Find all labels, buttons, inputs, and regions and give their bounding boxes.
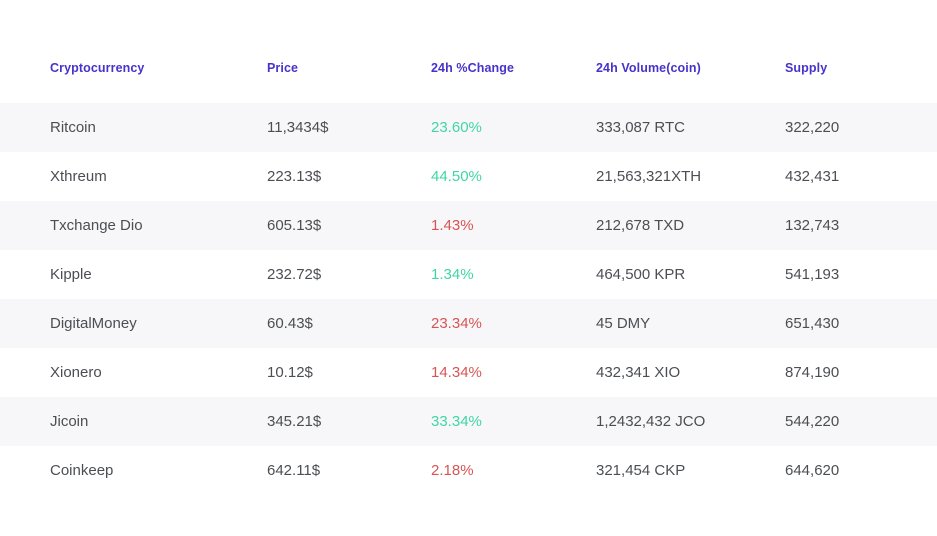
cell-supply: 322,220: [785, 119, 840, 136]
column-header-cryptocurrency: Cryptocurrency: [50, 61, 145, 75]
cell-supply: 132,743: [785, 217, 840, 234]
column-header-24h-volume: 24h Volume(coin): [596, 61, 701, 75]
cell-price: 11,3434$: [267, 119, 329, 136]
cell-price: 232.72$: [267, 266, 322, 283]
table-header-row: Cryptocurrency Price 24h %Change 24h Vol…: [0, 0, 937, 103]
cell-24h-volume: 212,678 TXD: [596, 217, 685, 234]
cell-price: 345.21$: [267, 413, 322, 430]
crypto-table: Cryptocurrency Price 24h %Change 24h Vol…: [0, 0, 937, 495]
cell-cryptocurrency-name: Coinkeep: [50, 462, 114, 479]
cell-24h-volume: 321,454 CKP: [596, 462, 686, 479]
cell-cryptocurrency-name: DigitalMoney: [50, 315, 137, 332]
cell-24h-change: 1.34%: [431, 266, 474, 283]
table-row: Xthreum 223.13$ 44.50% 21,563,321XTH 432…: [0, 152, 937, 201]
cell-24h-volume: 333,087 RTC: [596, 119, 685, 136]
table-row: DigitalMoney 60.43$ 23.34% 45 DMY 651,43…: [0, 299, 937, 348]
cell-supply: 432,431: [785, 168, 840, 185]
cell-supply: 644,620: [785, 462, 840, 479]
cell-supply: 544,220: [785, 413, 840, 430]
cell-24h-volume: 1,2432,432 JCO: [596, 413, 706, 430]
cell-price: 60.43$: [267, 315, 313, 332]
cell-supply: 541,193: [785, 266, 840, 283]
cell-supply: 874,190: [785, 364, 840, 381]
cell-24h-volume: 21,563,321XTH: [596, 168, 702, 185]
table-row: Jicoin 345.21$ 33.34% 1,2432,432 JCO 544…: [0, 397, 937, 446]
cell-24h-change: 23.60%: [431, 119, 482, 136]
cell-price: 223.13$: [267, 168, 322, 185]
table-row: Txchange Dio 605.13$ 1.43% 212,678 TXD 1…: [0, 201, 937, 250]
table-row: Ritcoin 11,3434$ 23.60% 333,087 RTC 322,…: [0, 103, 937, 152]
cell-cryptocurrency-name: Ritcoin: [50, 119, 96, 136]
cell-price: 642.11$: [267, 462, 321, 479]
cell-cryptocurrency-name: Jicoin: [50, 413, 89, 430]
cell-24h-change: 2.18%: [431, 462, 474, 479]
column-header-24h-change: 24h %Change: [431, 61, 515, 75]
column-header-supply: Supply: [785, 61, 828, 75]
cell-price: 605.13$: [267, 217, 322, 234]
cell-24h-change: 1.43%: [431, 217, 474, 234]
cell-price: 10.12$: [267, 364, 313, 381]
cell-24h-volume: 432,341 XIO: [596, 364, 681, 381]
cell-24h-volume: 45 DMY: [596, 315, 651, 332]
table-row: Coinkeep 642.11$ 2.18% 321,454 CKP 644,6…: [0, 446, 937, 495]
cell-24h-change: 44.50%: [431, 168, 482, 185]
cell-supply: 651,430: [785, 315, 840, 332]
cell-24h-change: 33.34%: [431, 413, 482, 430]
cell-24h-change: 23.34%: [431, 315, 482, 332]
column-header-price: Price: [267, 61, 299, 75]
table-row: Kipple 232.72$ 1.34% 464,500 KPR 541,193: [0, 250, 937, 299]
cell-cryptocurrency-name: Xthreum: [50, 168, 107, 185]
table-row: Xionero 10.12$ 14.34% 432,341 XIO 874,19…: [0, 348, 937, 397]
cell-cryptocurrency-name: Kipple: [50, 266, 92, 283]
cell-24h-change: 14.34%: [431, 364, 482, 381]
cell-cryptocurrency-name: Xionero: [50, 364, 102, 381]
cell-cryptocurrency-name: Txchange Dio: [50, 217, 143, 234]
cell-24h-volume: 464,500 KPR: [596, 266, 686, 283]
